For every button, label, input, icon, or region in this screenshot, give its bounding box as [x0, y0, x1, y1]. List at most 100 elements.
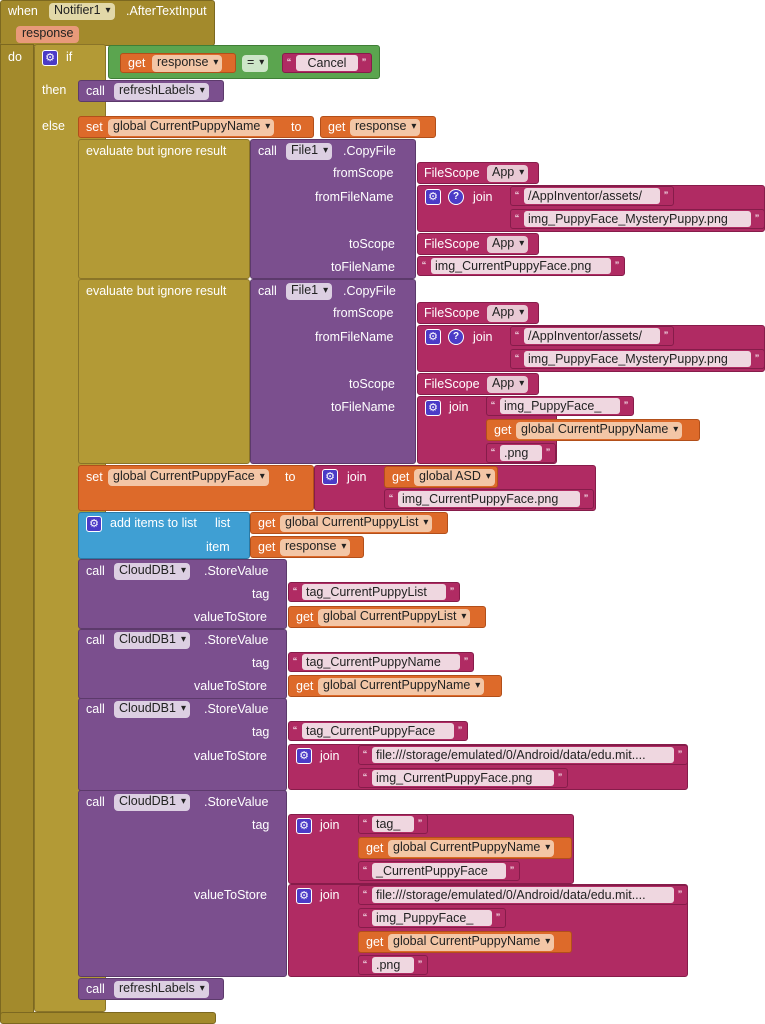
string-mystery-puppy[interactable]: “img_PuppyFace_MysteryPuppy.png” — [510, 209, 765, 229]
store4-var-dropdown[interactable]: global CurrentPuppyName — [388, 840, 555, 857]
evaluate-ignore-block-1[interactable] — [78, 139, 250, 279]
get-var-dropdown[interactable]: response — [152, 55, 223, 72]
additems-mutator-gear-icon[interactable]: ⚙ — [86, 516, 102, 532]
string-current-puppy-face[interactable]: “img_CurrentPuppyFace.png” — [384, 489, 594, 509]
join-label: join — [320, 749, 340, 763]
get-listvar-dropdown[interactable]: global CurrentPuppyList — [280, 515, 433, 532]
call-label: call — [86, 633, 105, 647]
filescope-label: FileScope — [424, 377, 480, 391]
toscope-label: toScope — [349, 237, 395, 251]
evaluate-ignore-block-2[interactable] — [78, 279, 250, 464]
get-var-dropdown[interactable]: global CurrentPuppyName — [516, 422, 683, 439]
filescope-dropdown[interactable]: App — [487, 305, 529, 322]
add-items-label: add items to list — [110, 516, 197, 530]
then-label: then — [42, 83, 67, 97]
refresh-proc-dropdown[interactable]: refreshLabels — [114, 83, 209, 100]
join-mutator-gear-icon[interactable]: ⚙ — [425, 189, 441, 205]
get-itemvar-dropdown[interactable]: response — [280, 539, 351, 556]
storevalue-method: .StoreValue — [204, 564, 269, 578]
get-label: get — [296, 679, 314, 693]
string-tag-puppylist[interactable]: “tag_CurrentPuppyList” — [288, 582, 460, 602]
join-label: join — [320, 888, 340, 902]
copyfile-block-1[interactable] — [250, 139, 416, 279]
string-assets-path[interactable]: “/AppInventor/assets/” — [510, 186, 674, 206]
get-asd-dropdown[interactable]: global ASD — [414, 469, 495, 486]
valuetostore-label: valueToStore — [194, 610, 267, 624]
set-label: set — [86, 470, 103, 484]
help-icon[interactable]: ? — [448, 329, 464, 345]
filescope-label: FileScope — [424, 237, 480, 251]
string-puppyface-prefix[interactable]: “img_PuppyFace_” — [486, 396, 634, 416]
filescope-dropdown[interactable]: App — [487, 165, 529, 182]
get-label: get — [494, 423, 512, 437]
call-label: call — [86, 982, 105, 996]
tofilename-label: toFileName — [331, 260, 395, 274]
evaluate-label: evaluate but ignore result — [86, 144, 227, 158]
string-assets-path[interactable]: “/AppInventor/assets/” — [510, 326, 674, 346]
copyfile-block-2[interactable] — [250, 279, 416, 464]
get-label: get — [258, 516, 276, 530]
compare-op-dropdown[interactable]: = — [242, 55, 269, 72]
store4-var-dropdown-2[interactable]: global CurrentPuppyName — [388, 934, 555, 951]
string-cancel[interactable]: “Cancel” — [282, 53, 372, 73]
filescope-dropdown[interactable]: App — [487, 376, 529, 393]
set1-var-dropdown[interactable]: global CurrentPuppyName — [108, 119, 275, 136]
help-icon[interactable]: ? — [448, 189, 464, 205]
string-storage-path[interactable]: “file:///storage/emulated/0/Android/data… — [358, 745, 688, 765]
copyfile-method: .CopyFile — [343, 284, 396, 298]
if-mutator-gear-icon[interactable]: ⚙ — [42, 50, 58, 66]
set2-var-dropdown[interactable]: global CurrentPuppyFace — [108, 469, 269, 486]
get-label: get — [366, 935, 384, 949]
join-mutator-gear-icon[interactable]: ⚙ — [425, 400, 441, 416]
storevalue-block-4[interactable] — [78, 790, 287, 977]
join-mutator-gear-icon[interactable]: ⚙ — [296, 888, 312, 904]
string-png[interactable]: “.png” — [486, 443, 556, 463]
copyfile-method: .CopyFile — [343, 144, 396, 158]
list-label: list — [215, 516, 231, 530]
string-tag-puppyname[interactable]: “tag_CurrentPuppyName” — [288, 652, 474, 672]
valuetostore-label: valueToStore — [194, 888, 267, 902]
string-current-puppy-face[interactable]: “img_CurrentPuppyFace.png” — [358, 768, 568, 788]
string-storage-path[interactable]: “file:///storage/emulated/0/Android/data… — [358, 885, 688, 905]
tag-label: tag — [252, 818, 270, 832]
tofilename-label: toFileName — [331, 400, 395, 414]
event-component-dropdown[interactable]: Notifier1 — [49, 3, 115, 20]
filescope-dropdown[interactable]: App — [487, 236, 529, 253]
join-mutator-gear-icon[interactable]: ⚙ — [322, 469, 338, 485]
string-mystery-puppy[interactable]: “img_PuppyFace_MysteryPuppy.png” — [510, 349, 765, 369]
set1-value-dropdown[interactable]: response — [350, 119, 421, 136]
join-mutator-gear-icon[interactable]: ⚙ — [425, 329, 441, 345]
valuetostore-label: valueToStore — [194, 679, 267, 693]
call-label: call — [258, 284, 277, 298]
storevalue-method: .StoreValue — [204, 633, 269, 647]
call-label: call — [86, 795, 105, 809]
join-mutator-gear-icon[interactable]: ⚙ — [296, 818, 312, 834]
event-param-response[interactable]: response — [16, 26, 80, 43]
string-puppyface-suffix[interactable]: “_CurrentPuppyFace” — [358, 861, 520, 881]
add-items-to-list-block[interactable] — [78, 512, 250, 559]
if-label: if — [66, 50, 73, 64]
get-label: get — [296, 610, 314, 624]
string-png[interactable]: “.png” — [358, 955, 428, 975]
clouddb-dropdown[interactable]: CloudDB1 — [114, 794, 190, 811]
string-tag-prefix[interactable]: “tag_” — [358, 814, 428, 834]
tag-label: tag — [252, 656, 270, 670]
refresh-proc-dropdown-2[interactable]: refreshLabels — [114, 981, 209, 998]
clouddb-dropdown[interactable]: CloudDB1 — [114, 563, 190, 580]
join-mutator-gear-icon[interactable]: ⚙ — [296, 748, 312, 764]
store2-var-dropdown[interactable]: global CurrentPuppyName — [318, 678, 485, 695]
get-label: get — [366, 841, 384, 855]
valuetostore-label: valueToStore — [194, 749, 267, 763]
string-tag-puppyface[interactable]: “tag_CurrentPuppyFace” — [288, 721, 468, 741]
fromfilename-label: fromFileName — [315, 190, 394, 204]
string-img-puppyface-prefix[interactable]: “img_PuppyFace_” — [358, 908, 506, 928]
clouddb-dropdown[interactable]: CloudDB1 — [114, 632, 190, 649]
store1-var-dropdown[interactable]: global CurrentPuppyList — [318, 609, 471, 626]
string-current-puppy-face[interactable]: “img_CurrentPuppyFace.png” — [417, 256, 625, 276]
do-label: do — [8, 50, 22, 64]
clouddb-dropdown[interactable]: CloudDB1 — [114, 701, 190, 718]
filescope-label: FileScope — [424, 166, 480, 180]
call-label: call — [86, 564, 105, 578]
file1-dropdown[interactable]: File1 — [286, 283, 333, 300]
file1-dropdown[interactable]: File1 — [286, 143, 333, 160]
